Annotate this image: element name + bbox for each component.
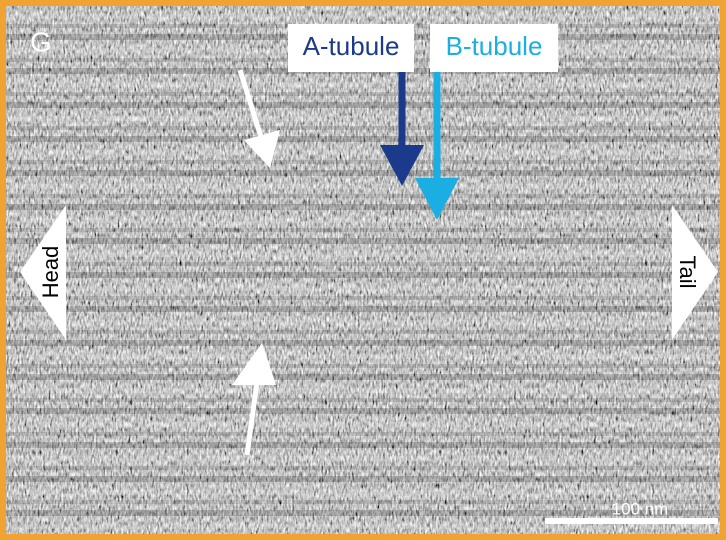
a-tubule-label: A-tubule [303, 31, 400, 61]
panel-label: G [30, 26, 52, 57]
head-label: Head [38, 246, 63, 299]
b-tubule-label: B-tubule [446, 31, 543, 61]
filament-stripes [6, 6, 720, 534]
micrograph-figure: G A-tubule B-tubule Head Tail 100 nm [0, 0, 726, 540]
scale-bar-label: 100 nm [612, 499, 669, 518]
tail-label: Tail [675, 255, 700, 288]
page: G A-tubule B-tubule Head Tail 100 nm (()… [0, 0, 726, 540]
